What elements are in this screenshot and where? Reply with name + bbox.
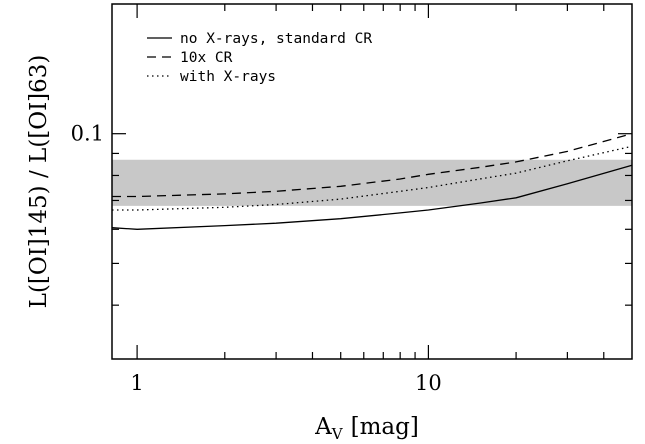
x-axis-title: AV [mag]: [314, 414, 419, 443]
x-axis-title-main: A: [314, 414, 332, 440]
x-axis-title-unit: [mag]: [351, 414, 419, 440]
x-tick-label: 1: [130, 371, 143, 395]
legend: no X-rays, standard CR 10x CR with X-rays: [147, 31, 372, 85]
legend-label: 10x CR: [180, 50, 233, 66]
legend-label: no X-rays, standard CR: [180, 31, 372, 47]
y-axis-title: L([OI]145) / L([OI]63): [26, 55, 52, 309]
legend-label: with X-rays: [180, 69, 276, 85]
y-tick-label: 0.1: [71, 122, 104, 146]
x-tick-label: 10: [415, 371, 442, 395]
x-axis-title-sub: V: [331, 425, 344, 443]
